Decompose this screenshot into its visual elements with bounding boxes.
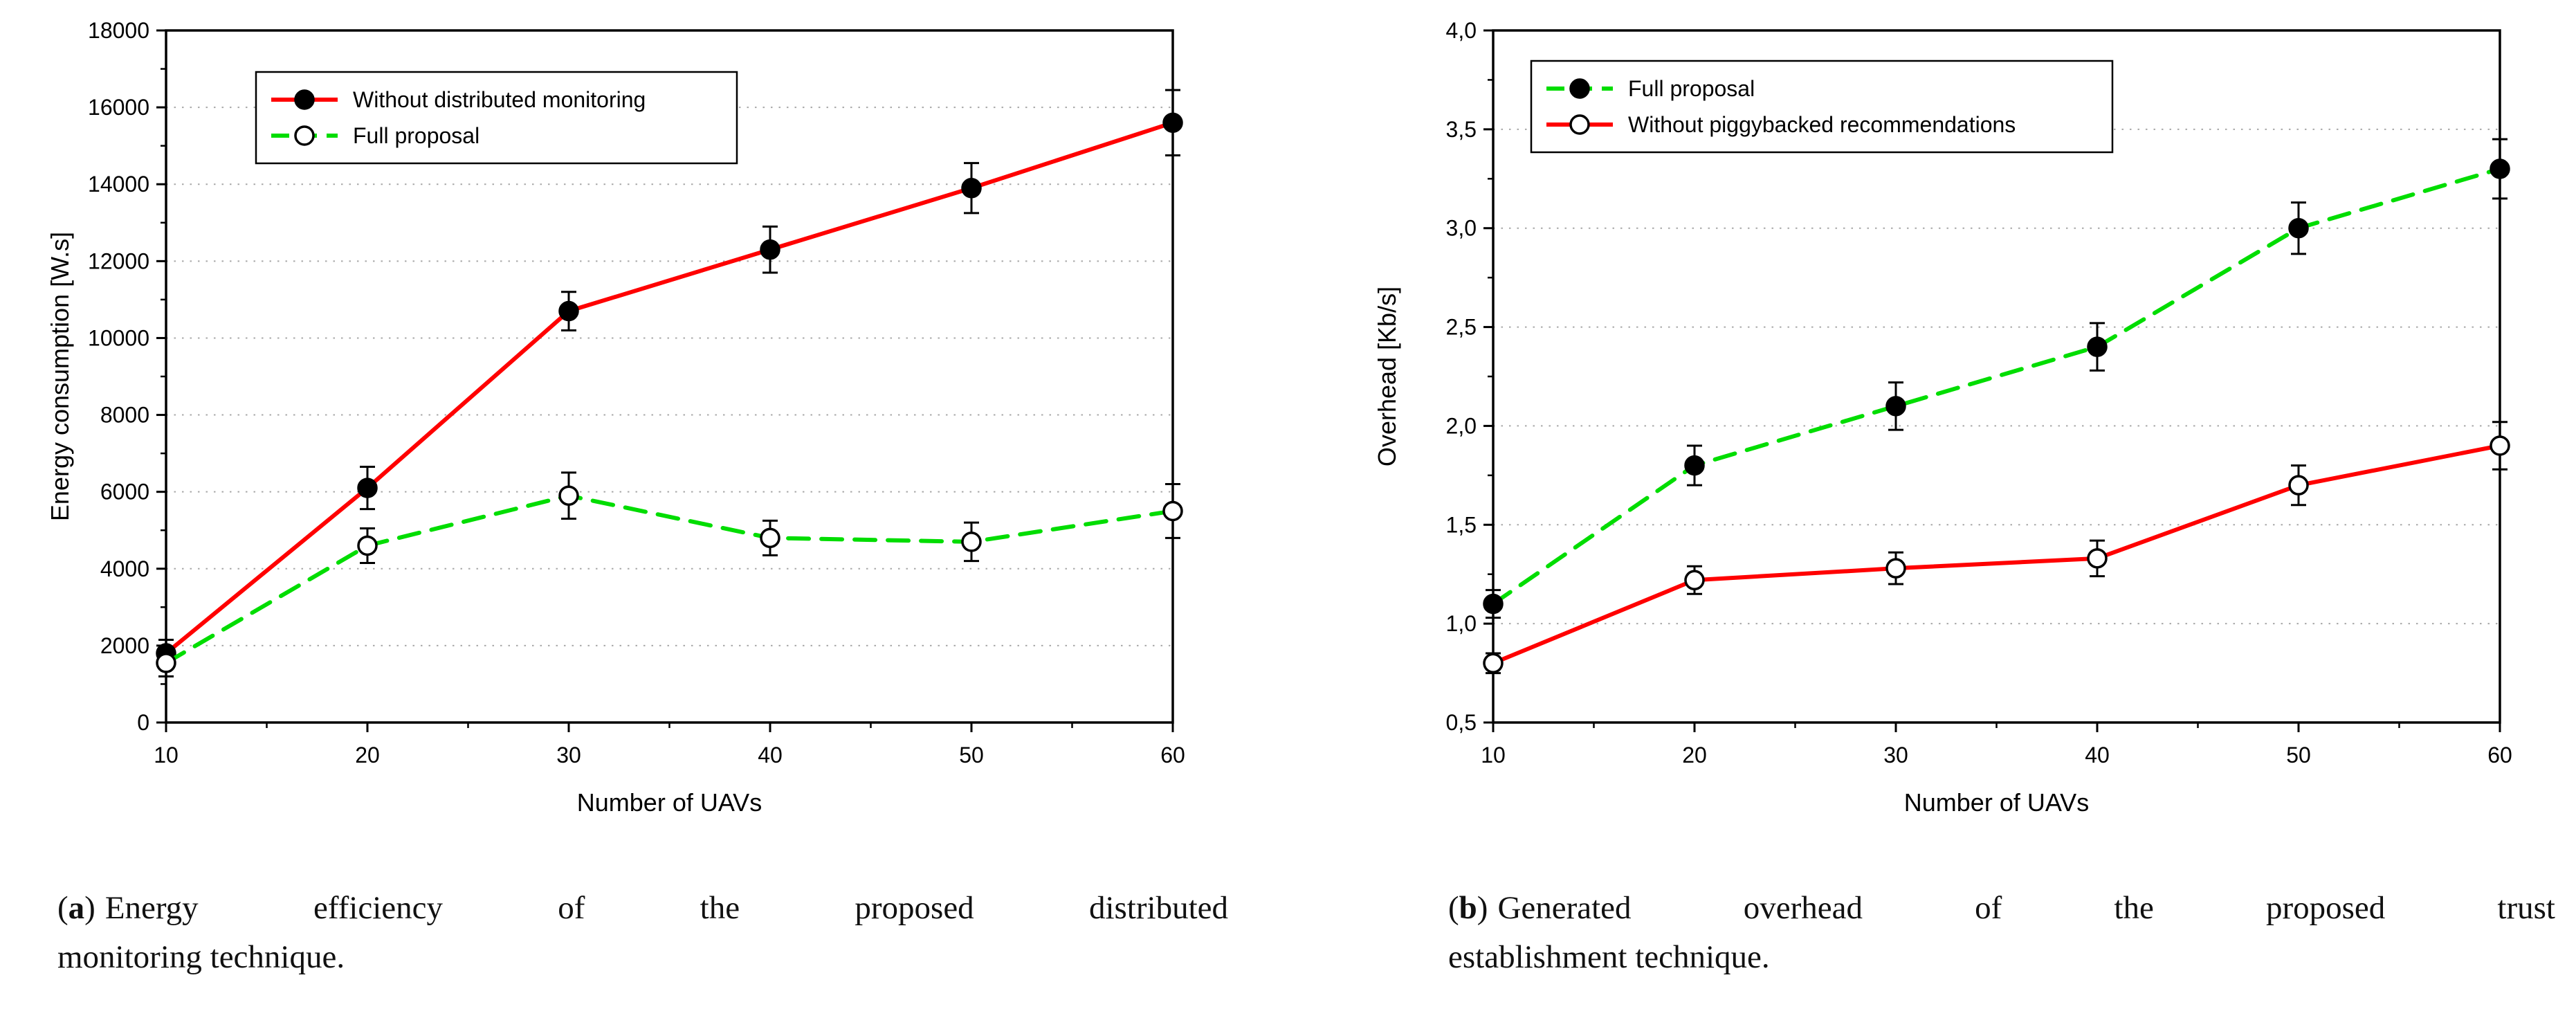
svg-text:Full proposal: Full proposal — [353, 123, 479, 148]
svg-text:40: 40 — [758, 743, 783, 767]
svg-text:50: 50 — [2286, 743, 2311, 767]
overhead-chart: 0,5 1,0 1,5 2,0 2,5 3,0 3,5 4,0 10 20 30 40 50 60 Numb… — [1373, 18, 2512, 817]
svg-text:30: 30 — [556, 743, 581, 767]
legend: Without distributed monitoring Full propo… — [255, 71, 738, 165]
gridlines — [166, 107, 1173, 646]
series-dashed — [156, 471, 1183, 678]
caption-a-label: (a) — [57, 890, 95, 926]
caption-b-paren-open: ( — [1448, 890, 1459, 926]
svg-text:4,0: 4,0 — [1446, 18, 1477, 43]
caption-a-line1: (a) Energy efficiency of the proposed dis… — [57, 884, 1228, 933]
energy-consumption-chart: 0 2000 4000 6000 8000 10000 12000 14000 16000 180… — [46, 18, 1185, 817]
svg-text:1,5: 1,5 — [1446, 512, 1477, 537]
svg-text:20: 20 — [355, 743, 380, 767]
svg-text:2,0: 2,0 — [1446, 413, 1477, 438]
series-dashed — [1483, 138, 2510, 619]
series-solid — [156, 89, 1183, 668]
svg-text:Overhead [Kb/s]: Overhead [Kb/s] — [1373, 287, 1401, 466]
panel-b: 0,5 1,0 1,5 2,0 2,5 3,0 3,5 4,0 10 20 30 40 50 60 Numb… — [1365, 3, 2576, 981]
series-solid — [1483, 421, 2510, 675]
svg-text:30: 30 — [1883, 743, 1908, 767]
svg-text:Without distributed monitoring: Without distributed monitoring — [353, 87, 646, 112]
svg-text:12000: 12000 — [88, 248, 149, 273]
svg-text:Without piggybacked recommenda: Without piggybacked recommendations — [1628, 112, 2016, 137]
caption-a-paren-open: ( — [57, 890, 68, 926]
caption-a-text-line1: Energy efficiency of the proposed distri… — [104, 890, 1228, 926]
svg-text:6000: 6000 — [100, 480, 149, 505]
svg-text:14000: 14000 — [88, 172, 149, 197]
gridlines — [1493, 128, 2500, 625]
svg-text:40: 40 — [2085, 743, 2110, 767]
svg-text:1,0: 1,0 — [1446, 611, 1477, 636]
svg-text:8000: 8000 — [100, 403, 149, 428]
caption-b-line1: (b) Generated overhead of the proposed tr… — [1448, 884, 2555, 933]
svg-text:20: 20 — [1682, 743, 1707, 767]
svg-text:3,5: 3,5 — [1446, 117, 1477, 142]
caption-a-paren-close: ) — [84, 890, 95, 926]
svg-text:0,5: 0,5 — [1446, 710, 1477, 735]
svg-text:10000: 10000 — [88, 325, 149, 350]
svg-text:50: 50 — [959, 743, 984, 767]
svg-text:2000: 2000 — [100, 633, 149, 658]
axes: 0,5 1,0 1,5 2,0 2,5 3,0 3,5 4,0 10 20 30 40 50 60 Numb… — [1373, 18, 2512, 817]
caption-b-paren-close: ) — [1477, 890, 1488, 926]
svg-text:60: 60 — [2487, 743, 2512, 767]
caption-a-line2: monitoring technique. — [57, 938, 345, 975]
legend: Full proposal Without piggybacked recomme… — [1530, 60, 2114, 154]
caption-a: (a) Energy efficiency of the proposed dis… — [57, 884, 1228, 981]
svg-text:10: 10 — [1481, 743, 1506, 767]
svg-text:Full proposal: Full proposal — [1628, 76, 1755, 101]
caption-a-letter: a — [68, 890, 85, 926]
svg-text:Number of UAVs: Number of UAVs — [1904, 788, 2089, 817]
svg-text:0: 0 — [137, 710, 149, 735]
svg-text:10: 10 — [154, 743, 179, 767]
svg-text:Energy consumption [W.s]: Energy consumption [W.s] — [46, 232, 74, 521]
svg-text:3,0: 3,0 — [1446, 216, 1477, 241]
caption-b-label: (b) — [1448, 890, 1488, 926]
caption-b-text-line1: Generated overhead of the proposed trust — [1497, 890, 2555, 926]
figure-row: 0 2000 4000 6000 8000 10000 12000 14000 16000 180… — [38, 3, 2576, 981]
caption-b: (b) Generated overhead of the proposed tr… — [1448, 884, 2555, 981]
svg-text:Number of UAVs: Number of UAVs — [577, 788, 762, 817]
svg-text:16000: 16000 — [88, 95, 149, 120]
svg-text:18000: 18000 — [88, 18, 149, 43]
panel-a: 0 2000 4000 6000 8000 10000 12000 14000 16000 180… — [38, 3, 1249, 981]
svg-text:2,5: 2,5 — [1446, 315, 1477, 340]
caption-b-letter: b — [1459, 890, 1477, 926]
svg-text:60: 60 — [1160, 743, 1185, 767]
svg-text:4000: 4000 — [100, 556, 149, 581]
axes: 0 2000 4000 6000 8000 10000 12000 14000 16000 180… — [46, 18, 1185, 817]
caption-b-line2: establishment technique. — [1448, 938, 1770, 975]
